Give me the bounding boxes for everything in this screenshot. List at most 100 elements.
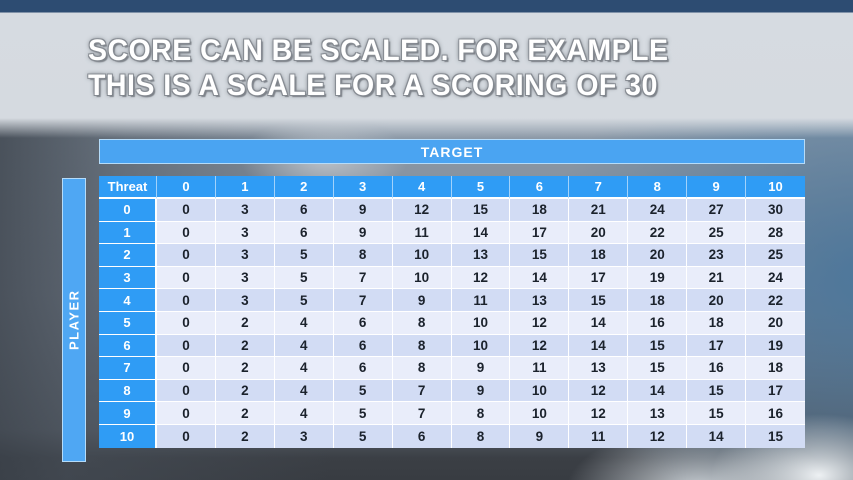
score-cell-r7-c6: 11 [510, 357, 570, 380]
player-axis-bar: PLAYER [62, 178, 86, 462]
score-cell-r6-c1: 2 [215, 334, 275, 358]
score-cell-r2-c9: 23 [687, 244, 747, 267]
score-cell-r4-c9: 20 [687, 289, 747, 312]
table-row-player-1: 1 0 3 6 9 11 14 17 20 22 25 28 [99, 221, 805, 245]
score-cell-r6-c4: 8 [392, 334, 452, 358]
target-axis-bar: TARGET [99, 139, 805, 164]
score-cell-r2-c4: 10 [392, 244, 452, 267]
score-cell-r10-c2: 3 [274, 424, 334, 448]
score-cell-r5-c0: 0 [157, 311, 216, 335]
column-header-4: 4 [392, 176, 452, 199]
score-cell-r8-c5: 9 [451, 379, 511, 403]
score-cell-r1-c8: 22 [628, 221, 688, 245]
score-cell-r4-c4: 9 [392, 289, 452, 312]
score-cell-r1-c2: 6 [274, 221, 334, 245]
score-cell-r7-c10: 18 [746, 357, 805, 380]
score-cell-r8-c1: 2 [215, 379, 275, 403]
score-cell-r0-c6: 18 [510, 199, 570, 222]
score-cell-r0-c1: 3 [215, 199, 275, 222]
table-row-player-8: 8 0 2 4 5 7 9 10 12 14 15 17 [99, 379, 805, 403]
score-cell-r4-c2: 5 [274, 289, 334, 312]
score-cell-r5-c10: 20 [746, 311, 805, 335]
score-cell-r8-c4: 7 [392, 379, 452, 403]
corner-header-threat: Threat [99, 176, 157, 199]
score-cell-r9-c1: 2 [215, 402, 275, 425]
score-cell-r4-c1: 3 [215, 289, 275, 312]
score-cell-r8-c2: 4 [274, 379, 334, 403]
row-header-3: 3 [99, 266, 157, 290]
row-header-5: 5 [99, 311, 157, 335]
score-cell-r7-c2: 4 [274, 357, 334, 380]
score-cell-r3-c9: 21 [687, 266, 747, 290]
score-cell-r6-c9: 17 [687, 334, 747, 358]
score-cell-r3-c2: 5 [274, 266, 334, 290]
score-cell-r4-c0: 0 [157, 289, 216, 312]
score-cell-r1-c6: 17 [510, 221, 570, 245]
score-cell-r10-c3: 5 [333, 424, 393, 448]
score-cell-r7-c3: 6 [333, 357, 393, 380]
title-line-2: THIS IS A SCALE FOR A SCORING OF 30 [88, 69, 658, 102]
row-header-7: 7 [99, 357, 157, 380]
score-cell-r9-c2: 4 [274, 402, 334, 425]
score-cell-r2-c0: 0 [157, 244, 216, 267]
score-cell-r10-c1: 2 [215, 424, 275, 448]
score-cell-r7-c1: 2 [215, 357, 275, 380]
score-cell-r5-c6: 12 [510, 311, 570, 335]
score-cell-r0-c0: 0 [157, 199, 216, 222]
score-table-head: Threat 0 1 2 3 4 5 6 7 8 9 10 [99, 176, 805, 199]
score-cell-r9-c8: 13 [628, 402, 688, 425]
score-cell-r5-c1: 2 [215, 311, 275, 335]
score-cell-r8-c3: 5 [333, 379, 393, 403]
score-cell-r5-c3: 6 [333, 311, 393, 335]
score-cell-r7-c4: 8 [392, 357, 452, 380]
score-cell-r1-c3: 9 [333, 221, 393, 245]
score-cell-r0-c2: 6 [274, 199, 334, 222]
row-header-6: 6 [99, 334, 157, 358]
score-cell-r1-c9: 25 [687, 221, 747, 245]
score-cell-r5-c4: 8 [392, 311, 452, 335]
score-cell-r5-c2: 4 [274, 311, 334, 335]
score-cell-r1-c10: 28 [746, 221, 805, 245]
score-cell-r8-c10: 17 [746, 379, 805, 403]
score-cell-r10-c7: 11 [569, 424, 629, 448]
score-cell-r3-c3: 7 [333, 266, 393, 290]
column-header-8: 8 [628, 176, 688, 199]
score-cell-r9-c9: 15 [687, 402, 747, 425]
score-cell-r0-c8: 24 [628, 199, 688, 222]
score-cell-r8-c7: 12 [569, 379, 629, 403]
score-cell-r10-c5: 8 [451, 424, 511, 448]
player-axis-label: PLAYER [66, 289, 82, 351]
score-table: Threat 0 1 2 3 4 5 6 7 8 9 10 0 0 3 6 9 12 15 18 21 24 27 30 1 0… [99, 176, 805, 448]
score-cell-r2-c2: 5 [274, 244, 334, 267]
score-cell-r8-c6: 10 [510, 379, 570, 403]
score-cell-r0-c7: 21 [569, 199, 629, 222]
column-header-3: 3 [333, 176, 393, 199]
score-cell-r1-c1: 3 [215, 221, 275, 245]
column-header-9: 9 [687, 176, 747, 199]
table-row-player-0: 0 0 3 6 9 12 15 18 21 24 27 30 [99, 199, 805, 222]
column-header-10: 10 [746, 176, 805, 199]
score-cell-r3-c1: 3 [215, 266, 275, 290]
score-cell-r2-c8: 20 [628, 244, 688, 267]
score-cell-r5-c5: 10 [451, 311, 511, 335]
score-cell-r6-c8: 15 [628, 334, 688, 358]
score-cell-r5-c7: 14 [569, 311, 629, 335]
score-cell-r6-c7: 14 [569, 334, 629, 358]
score-cell-r7-c9: 16 [687, 357, 747, 380]
table-row-player-2: 2 0 3 5 8 10 13 15 18 20 23 25 [99, 244, 805, 267]
column-header-row: Threat 0 1 2 3 4 5 6 7 8 9 10 [99, 176, 805, 199]
score-cell-r4-c7: 15 [569, 289, 629, 312]
column-header-1: 1 [215, 176, 275, 199]
score-cell-r9-c6: 10 [510, 402, 570, 425]
table-row-player-7: 7 0 2 4 6 8 9 11 13 15 16 18 [99, 357, 805, 380]
row-header-10: 10 [99, 424, 157, 448]
table-row-player-5: 5 0 2 4 6 8 10 12 14 16 18 20 [99, 311, 805, 335]
score-cell-r6-c0: 0 [157, 334, 216, 358]
row-header-1: 1 [99, 221, 157, 245]
score-cell-r8-c9: 15 [687, 379, 747, 403]
score-cell-r7-c7: 13 [569, 357, 629, 380]
table-row-player-9: 9 0 2 4 5 7 8 10 12 13 15 16 [99, 402, 805, 425]
score-cell-r6-c2: 4 [274, 334, 334, 358]
score-cell-r0-c5: 15 [451, 199, 511, 222]
column-header-5: 5 [451, 176, 511, 199]
